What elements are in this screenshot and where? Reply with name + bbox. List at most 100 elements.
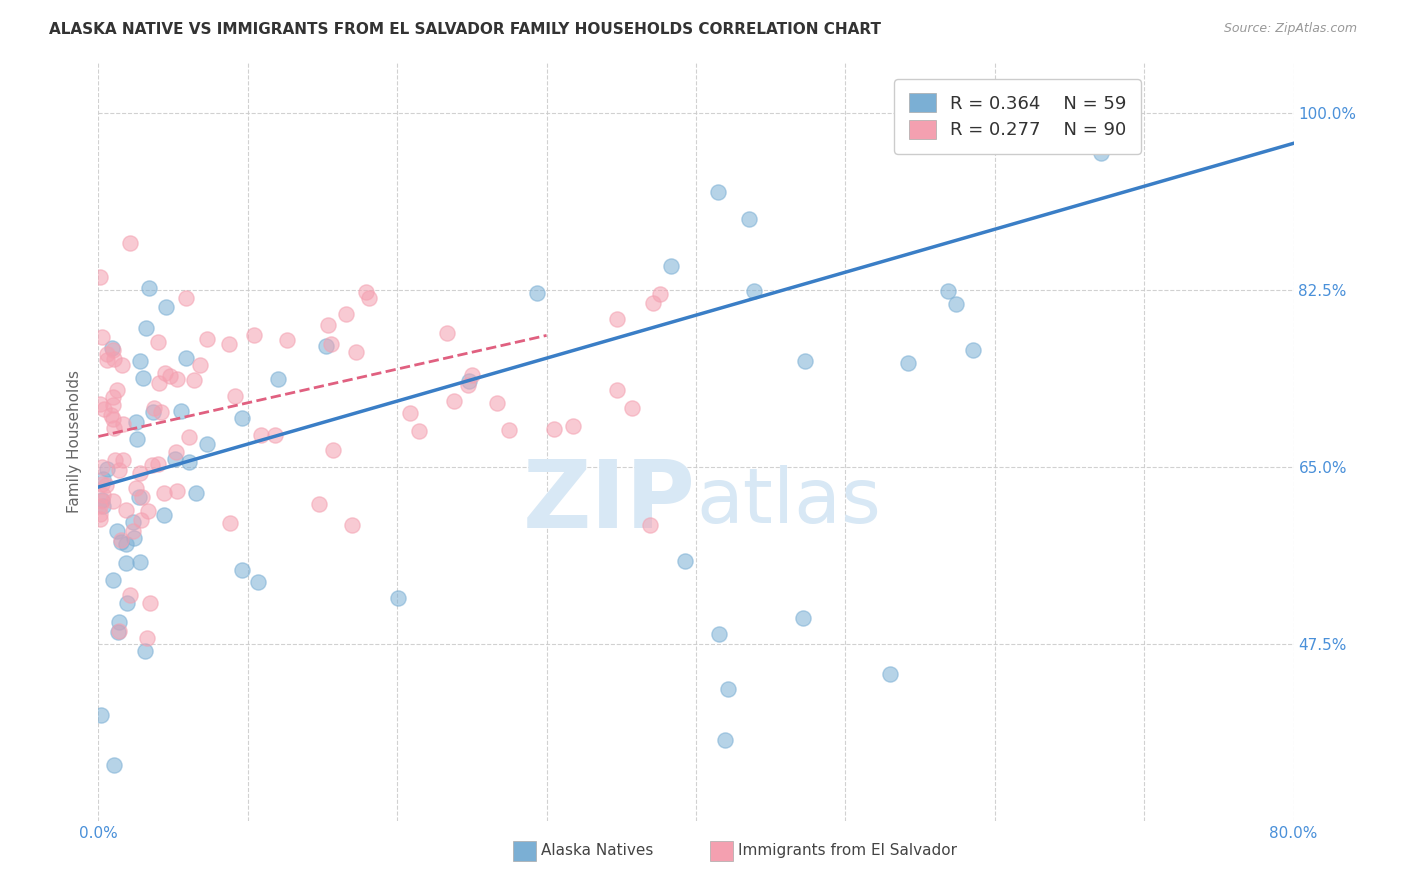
Point [717,682,740,697]
Point [103,757,125,772]
Point [315,339,337,353]
Point [457,374,479,388]
Point [103,494,125,508]
Point [107,615,129,629]
Point [114,503,136,517]
Point [354,285,377,299]
Point [91,488,114,502]
Point [110,359,132,373]
Point [643,296,665,310]
Point [247,575,270,590]
Point [638,518,661,533]
Point [89,512,111,526]
Point [218,337,240,351]
Point [124,481,146,495]
Point [344,345,367,359]
Point [179,430,201,444]
Point [165,452,187,467]
Point [89,499,111,513]
Point [148,376,170,391]
Legend: R = 0.364    N = 59, R = 0.277    N = 90: R = 0.364 N = 59, R = 0.277 N = 90 [894,79,1142,153]
Point [139,596,162,610]
Point [322,443,344,458]
Point [155,301,177,315]
Point [108,463,131,477]
Point [606,311,628,326]
Point [650,287,672,301]
Text: ALASKA NATIVE VS IMMIGRANTS FROM EL SALVADOR FAMILY HOUSEHOLDS CORRELATION CHART: ALASKA NATIVE VS IMMIGRANTS FROM EL SALV… [49,22,882,37]
Point [91,499,114,513]
Point [709,626,731,640]
Point [91,329,114,343]
Point [107,624,129,639]
Point [359,291,381,305]
Point [101,573,124,587]
Point [155,366,177,380]
Point [897,355,920,369]
Point [122,515,145,529]
Point [129,466,152,480]
Point [138,281,160,295]
Text: Alaska Natives: Alaska Natives [541,844,654,858]
Point [738,211,761,226]
Point [128,555,150,569]
Point [96,477,118,491]
Point [112,417,135,431]
Point [398,406,420,420]
Point [387,591,409,606]
Point [135,320,157,334]
Point [101,390,124,404]
Point [146,334,169,349]
Point [105,524,128,539]
Point [120,589,142,603]
Point [118,236,141,251]
Point [661,259,683,273]
Point [141,458,163,473]
Point [91,459,114,474]
Point [436,326,458,340]
Point [183,373,205,387]
Point [335,308,357,322]
Point [153,508,176,522]
Point [127,433,149,447]
Point [707,185,730,199]
Point [231,410,253,425]
Point [121,524,143,539]
Point [195,332,218,346]
Point [266,372,288,386]
Point [714,732,737,747]
Point [526,286,548,301]
Point [184,486,207,500]
Point [243,328,266,343]
Point [793,353,815,368]
Y-axis label: Family Households: Family Households [67,370,83,513]
Point [188,358,211,372]
Point [89,507,111,521]
Point [89,397,111,411]
Point [90,708,112,723]
Point [124,531,146,545]
Point [460,368,482,382]
Point [177,455,200,469]
Point [103,421,125,435]
Text: ZIP: ZIP [523,456,696,549]
Point [936,284,959,298]
Point [146,457,169,471]
Point [218,516,240,531]
Point [174,351,197,365]
Point [340,518,363,533]
Point [224,389,246,403]
Point [103,352,125,367]
Point [174,291,197,305]
Point [143,401,166,416]
Point [792,611,814,625]
Point [879,667,901,681]
Point [316,318,339,332]
Point [96,462,118,476]
Point [135,631,157,645]
Point [457,378,479,392]
Point [485,395,508,409]
Point [308,497,330,511]
Point [131,371,153,385]
Point [111,453,134,467]
